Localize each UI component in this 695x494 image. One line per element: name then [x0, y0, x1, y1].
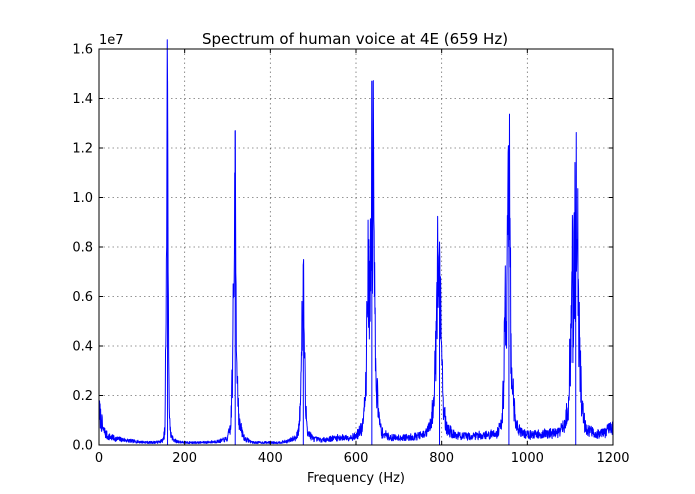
y-tick-label: 1.4 — [72, 92, 93, 107]
y-tick-label: 0.2 — [72, 389, 93, 404]
x-tick-label: 400 — [258, 451, 283, 466]
y-tick-label: 0.6 — [72, 290, 93, 305]
y-tick-label: 1.6 — [72, 43, 93, 58]
x-axis-label: Frequency (Hz) — [307, 471, 405, 486]
x-tick-label: 200 — [172, 451, 197, 466]
ticks: 0 200 400 600 800 1000 1200 0.0 0.2 0.4 0.6 0.8 1.0 1… — [72, 43, 629, 467]
y-tick-label: 1.0 — [72, 191, 93, 206]
y-tick-label: 1.2 — [72, 142, 93, 157]
plot-frame — [98, 48, 614, 446]
series-layer — [98, 39, 614, 445]
x-tick-label: 1200 — [596, 451, 629, 466]
y-tick-label: 0.0 — [72, 439, 93, 454]
x-tick-label: 0 — [95, 451, 103, 466]
y-tick-label: 0.4 — [72, 340, 93, 355]
x-tick-label: 800 — [429, 451, 454, 466]
y-offset-text: 1e7 — [99, 33, 124, 48]
grid — [98, 48, 614, 446]
y-tick-label: 0.8 — [72, 241, 93, 256]
x-tick-label: 1000 — [511, 451, 544, 466]
chart-title: Spectrum of human voice at 4E (659 Hz) — [202, 30, 508, 48]
x-tick-label: 600 — [344, 451, 369, 466]
